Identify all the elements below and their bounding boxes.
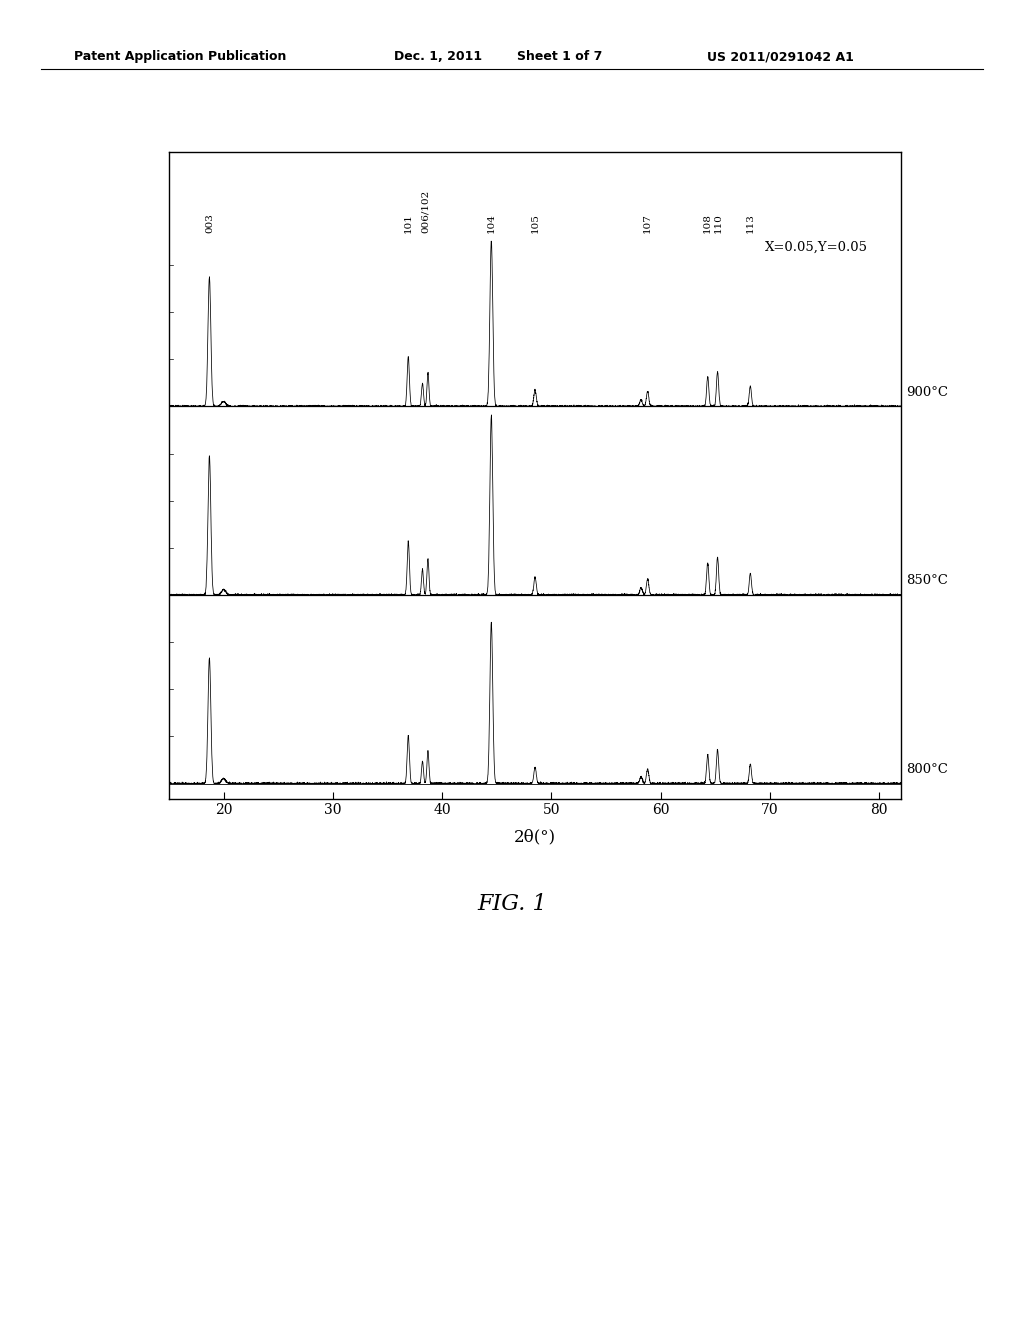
- Text: 108: 108: [703, 213, 713, 232]
- Text: 800°C: 800°C: [906, 763, 948, 776]
- X-axis label: 2θ(°): 2θ(°): [514, 829, 556, 846]
- Text: FIG. 1: FIG. 1: [477, 894, 547, 915]
- Text: 105: 105: [530, 213, 540, 232]
- Text: X=0.05,Y=0.05: X=0.05,Y=0.05: [765, 240, 868, 253]
- Text: Sheet 1 of 7: Sheet 1 of 7: [517, 50, 602, 63]
- Text: 110: 110: [714, 213, 723, 232]
- Text: Dec. 1, 2011: Dec. 1, 2011: [394, 50, 482, 63]
- Text: 101: 101: [403, 213, 413, 232]
- Text: Patent Application Publication: Patent Application Publication: [74, 50, 286, 63]
- Text: 104: 104: [486, 213, 496, 232]
- Text: 900°C: 900°C: [906, 385, 948, 399]
- Text: 107: 107: [643, 213, 652, 232]
- Text: 006/102: 006/102: [421, 190, 430, 232]
- Text: 003: 003: [205, 213, 214, 232]
- Text: 113: 113: [745, 213, 755, 232]
- Text: US 2011/0291042 A1: US 2011/0291042 A1: [707, 50, 853, 63]
- Text: 850°C: 850°C: [906, 574, 948, 587]
